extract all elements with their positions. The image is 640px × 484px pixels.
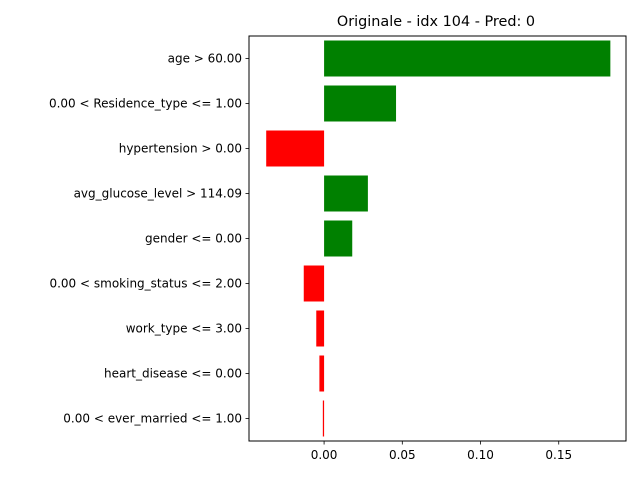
bar	[322, 400, 325, 437]
bar	[324, 175, 368, 212]
bar	[303, 265, 325, 302]
y-tick-label: 0.00 < Residence_type <= 1.00	[49, 97, 242, 111]
bar	[266, 130, 325, 167]
bar	[316, 310, 325, 347]
y-tick-label: 0.00 < ever_married <= 1.00	[63, 412, 242, 426]
y-tick-label: avg_glucose_level > 114.09	[74, 187, 242, 201]
y-axis: age > 60.00 0.00 < Residence_type <= 1.00…	[49, 52, 249, 426]
bars-layer	[266, 40, 611, 437]
y-tick-label: heart_disease <= 0.00	[104, 367, 242, 381]
y-tick-label: work_type <= 3.00	[126, 322, 242, 336]
bar	[319, 355, 325, 392]
x-tick-label: 0.00	[311, 448, 338, 462]
y-tick-label: hypertension > 0.00	[119, 142, 242, 156]
bar	[324, 40, 611, 77]
bar	[324, 85, 397, 122]
y-tick-label: age > 60.00	[168, 52, 242, 66]
x-tick-label: 0.05	[389, 448, 416, 462]
y-tick-label: gender <= 0.00	[145, 232, 242, 246]
x-tick-label: 0.10	[467, 448, 494, 462]
y-tick-label: 0.00 < smoking_status <= 2.00	[49, 277, 242, 291]
x-tick-label: 0.15	[545, 448, 572, 462]
plot-frame	[248, 35, 627, 442]
x-axis: 0.00 0.05 0.10 0.15	[311, 441, 572, 462]
chart-title: Originale - idx 104 - Pred: 0	[337, 14, 535, 30]
bar	[324, 220, 353, 257]
